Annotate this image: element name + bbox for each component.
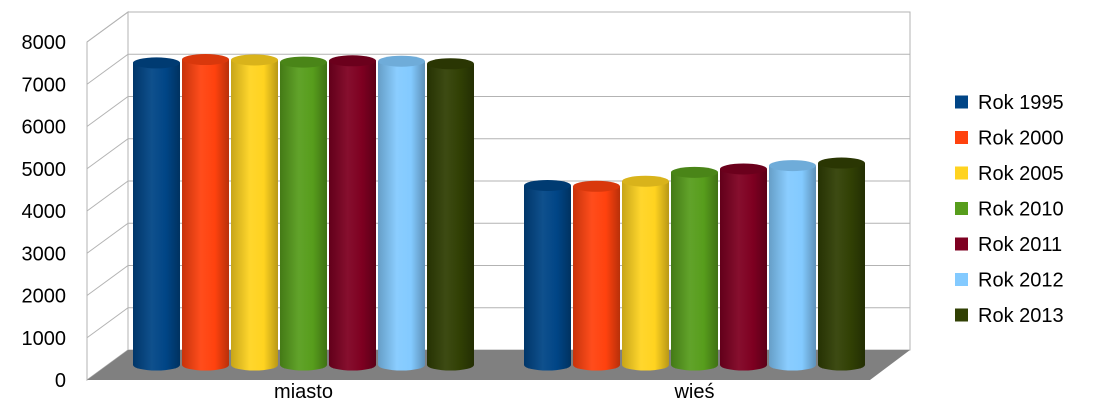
legend-item: Rok 2013 (955, 305, 1064, 327)
bar (573, 181, 620, 371)
bar-body (182, 60, 229, 371)
bar-top (329, 55, 376, 66)
bar (182, 54, 229, 370)
bar-top (378, 56, 425, 67)
legend-label: Rok 2013 (978, 305, 1064, 327)
bar-body (329, 61, 376, 371)
bar-top (524, 180, 571, 191)
bar-top (573, 181, 620, 192)
bar (133, 57, 180, 370)
legend-label: Rok 2010 (978, 199, 1064, 221)
y-tick-label: 5000 (22, 159, 67, 181)
legend-label: Rok 2005 (978, 163, 1064, 185)
legend-swatch (955, 202, 968, 215)
y-tick-label: 6000 (22, 117, 67, 139)
y-tick-label: 1000 (22, 328, 67, 350)
x-category-label: wieś (673, 381, 714, 401)
bar-body (769, 166, 816, 371)
legend: Rok 1995 Rok 2000 Rok 2005 Rok 2010 Rok 2011… (955, 92, 1064, 327)
bar-top (182, 54, 229, 65)
bar-body (818, 163, 865, 370)
bar-top (280, 57, 327, 68)
bar-body (378, 61, 425, 370)
bar-top (671, 167, 718, 178)
bar-top (133, 57, 180, 68)
bar-top (769, 160, 816, 171)
legend-label: Rok 1995 (978, 92, 1064, 114)
legend-item: Rok 2010 (955, 199, 1064, 221)
bar-body (133, 63, 180, 371)
y-tick-label: 2000 (22, 286, 67, 308)
bar (622, 176, 669, 371)
legend-label: Rok 2000 (978, 128, 1064, 150)
bar-top (818, 158, 865, 169)
bar (280, 57, 327, 371)
legend-swatch (955, 167, 968, 180)
legend-item: Rok 2011 (955, 234, 1062, 256)
y-tick-label: 3000 (22, 243, 67, 265)
legend-label: Rok 2012 (978, 270, 1064, 292)
legend-swatch (955, 131, 968, 144)
bar (378, 56, 425, 371)
bar (720, 163, 767, 370)
bar-body (720, 169, 767, 371)
y-tick-label: 8000 (22, 32, 67, 54)
x-axis-categories: miasto wieś (274, 381, 714, 401)
bar-top (427, 58, 474, 69)
legend-swatch (955, 238, 968, 251)
bar (231, 54, 278, 370)
bar (818, 158, 865, 371)
legend-item: Rok 1995 (955, 92, 1064, 114)
legend-swatch (955, 273, 968, 286)
bar-body (622, 181, 669, 370)
bar-body (231, 60, 278, 371)
legend-item: Rok 2000 (955, 128, 1064, 150)
legend-item: Rok 2012 (955, 270, 1064, 292)
bar-top (231, 54, 278, 65)
bar (329, 55, 376, 370)
bar-top (622, 176, 669, 187)
y-tick-label: 7000 (22, 74, 67, 96)
bar (427, 58, 474, 370)
bar-body (524, 185, 571, 370)
bar (769, 160, 816, 370)
bar-body (671, 172, 718, 370)
bar-top (720, 163, 767, 174)
bar (671, 167, 718, 371)
legend-item: Rok 2005 (955, 163, 1064, 185)
bar-body (427, 64, 474, 371)
bar-body (280, 62, 327, 370)
legend-swatch (955, 96, 968, 109)
x-category-label: miasto (274, 381, 333, 401)
legend-swatch (955, 309, 968, 322)
bar-body (573, 186, 620, 370)
y-axis-ticks: 0 1000 2000 3000 4000 5000 6000 7000 8000 (22, 32, 67, 392)
bar (524, 180, 571, 371)
legend-label: Rok 2011 (978, 234, 1062, 256)
y-tick-label: 0 (55, 370, 66, 392)
y-tick-label: 4000 (22, 201, 67, 223)
